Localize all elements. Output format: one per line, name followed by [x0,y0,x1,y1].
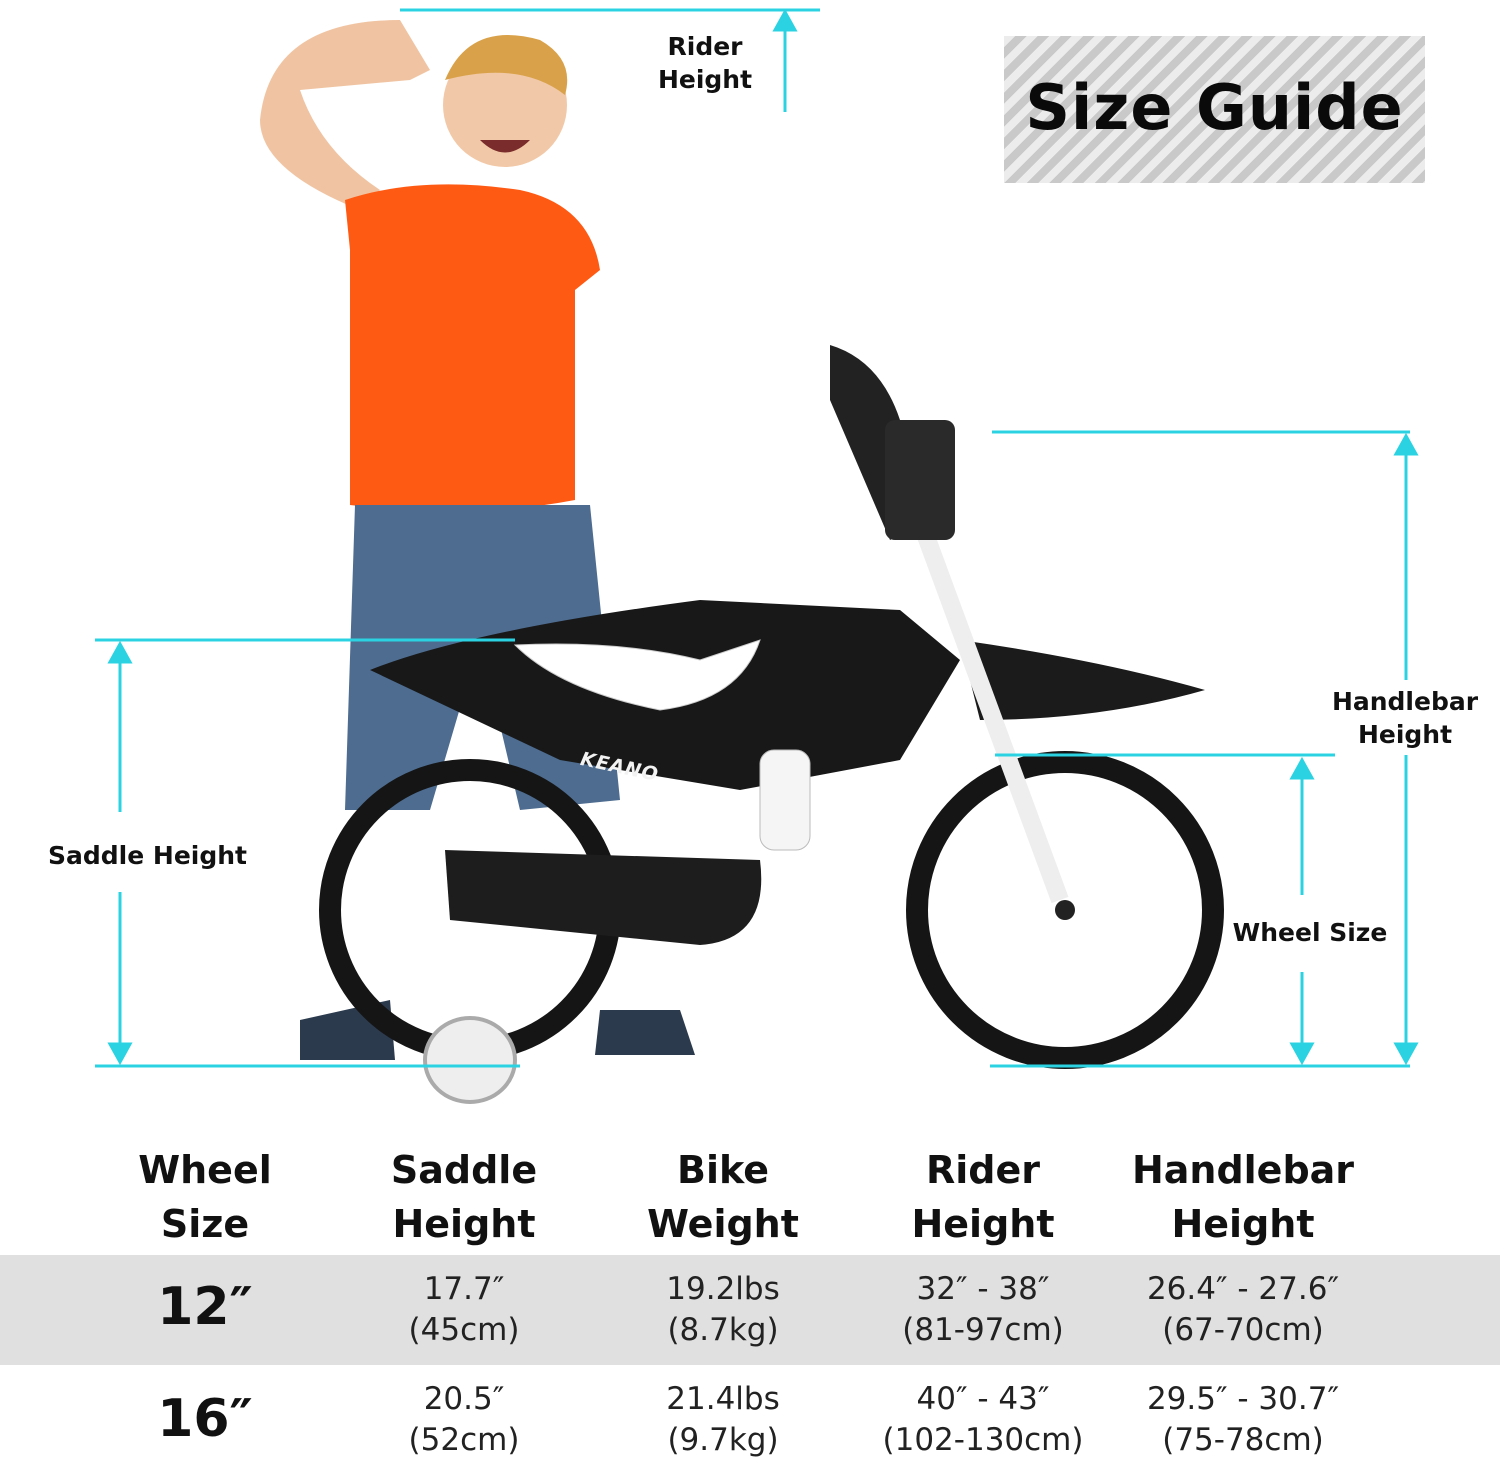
page-title: Size Guide [1025,71,1404,144]
table-row: 12″ 17.7″ (45cm) 19.2lbs (8.7kg) 32″ - 3… [0,1255,1500,1365]
weight-cell: 19.2lbs (8.7kg) [666,1271,780,1348]
weight-cell: 21.4lbs (9.7kg) [666,1381,780,1458]
wheel-size-cell: 16″ [157,1389,253,1449]
wheel-size-label: Wheel Size [1230,916,1390,949]
header-handlebar-height: Handlebar Height [1131,1148,1355,1246]
boy-illustration [260,20,695,1060]
product-photo [95,8,1419,1104]
header-saddle-height: Saddle Height [390,1148,538,1246]
handlebar-height-label: Handlebar Height [1325,685,1485,751]
saddle-cell: 17.7″ (45cm) [408,1271,520,1348]
table-row: 16″ 20.5″ (52cm) 21.4lbs (9.7kg) 40″ - 4… [0,1365,1500,1461]
saddle-height-label: Saddle Height [40,839,255,872]
header-bike-weight: Bike Weight [647,1148,799,1246]
rider-height-label: Rider Height [640,30,770,96]
handlebar-cell: 26.4″ - 27.6″ (67-70cm) [1146,1271,1340,1348]
saddle-cell: 20.5″ (52cm) [408,1381,520,1458]
size-guide-badge: Size Guide [1004,36,1425,183]
wheel-size-cell: 12″ [157,1277,253,1337]
rider-cell: 40″ - 43″ (102-130cm) [882,1381,1084,1458]
rider-cell: 32″ - 38″ (81-97cm) [902,1271,1064,1348]
handlebar-cell: 29.5″ - 30.7″ (75-78cm) [1146,1381,1340,1458]
bike-illustration [319,345,1224,1104]
header-rider-height: Rider Height [911,1148,1055,1246]
header-wheel-size: Wheel Size [138,1148,272,1246]
measurement-lines [95,8,1419,1068]
